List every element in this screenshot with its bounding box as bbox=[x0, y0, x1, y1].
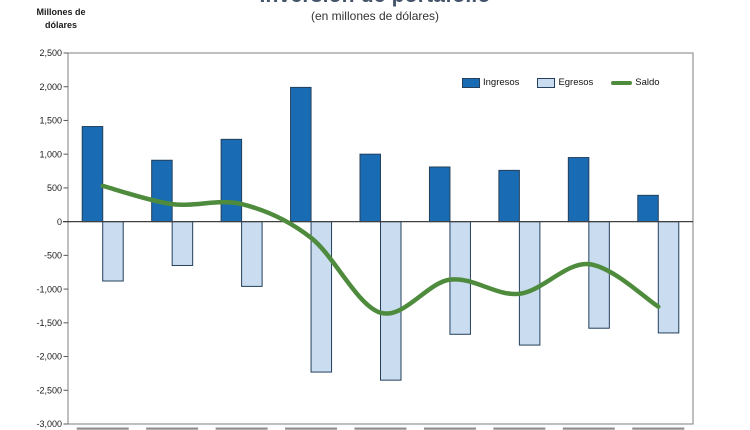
ingresos-bar bbox=[290, 86, 312, 223]
y-tick-label: 500 bbox=[47, 183, 62, 193]
x-label-cut-row bbox=[285, 427, 338, 430]
y-axis-unit-line1: Millones de bbox=[36, 7, 86, 17]
x-label-cut-row bbox=[354, 427, 407, 430]
y-tick-label: -1,500 bbox=[36, 318, 62, 328]
egresos-bar bbox=[380, 221, 402, 381]
y-tick-label: 2,500 bbox=[39, 48, 62, 58]
ingresos-bar bbox=[151, 159, 173, 223]
legend-label-saldo: Saldo bbox=[635, 77, 660, 88]
x-label-cut-row bbox=[562, 427, 615, 430]
ingresos-bar bbox=[428, 166, 451, 223]
chart-subtitle: (en millones de dólares) bbox=[310, 9, 440, 23]
ingresos-bar bbox=[81, 126, 104, 223]
ingresos-swatch-icon bbox=[462, 77, 480, 88]
y-axis-unit-label: Millones de dólares bbox=[33, 6, 89, 32]
y-tick-label: 0 bbox=[57, 217, 62, 227]
egresos-bar bbox=[518, 221, 541, 346]
chart-title: Inversión de portafolio bbox=[0, 0, 750, 8]
ingresos-bar bbox=[498, 169, 520, 223]
x-label-cut-row bbox=[632, 427, 685, 430]
x-label-cut-row bbox=[76, 427, 129, 430]
y-tick-label: 2,000 bbox=[39, 82, 62, 92]
ingresos-bar bbox=[359, 153, 381, 223]
legend-label-egresos: Egresos bbox=[558, 77, 594, 88]
y-tick-label: -3,000 bbox=[36, 419, 62, 429]
legend-item-egresos: Egresos bbox=[537, 77, 593, 88]
y-tick-label: -500 bbox=[44, 251, 62, 261]
y-axis-unit-line2: dólares bbox=[44, 20, 77, 31]
x-label-cut-row bbox=[423, 427, 476, 430]
y-tick-label: -1,000 bbox=[36, 284, 62, 294]
saldo-line bbox=[100, 183, 661, 316]
egresos-bar bbox=[588, 221, 610, 329]
egresos-bar bbox=[657, 221, 680, 334]
y-tick-label: -2,000 bbox=[36, 352, 62, 362]
y-tick-label: 1,000 bbox=[39, 149, 62, 159]
legend-label-ingresos: Ingresos bbox=[483, 77, 520, 88]
legend-item-saldo: Saldo bbox=[611, 77, 660, 88]
chart-legend: Ingresos Egresos Saldo bbox=[462, 77, 660, 88]
y-tick-label: 1,500 bbox=[39, 116, 62, 126]
legend-item-ingresos: Ingresos bbox=[462, 77, 519, 88]
ingresos-bar bbox=[220, 138, 243, 223]
egresos-bar bbox=[171, 221, 194, 266]
egresos-bar bbox=[102, 221, 124, 282]
egresos-swatch-icon bbox=[537, 77, 556, 88]
x-label-cut-row bbox=[215, 427, 268, 430]
x-label-cut-row bbox=[146, 427, 199, 430]
ingresos-bar bbox=[637, 194, 659, 223]
ingresos-bar bbox=[567, 157, 590, 223]
x-label-cut-row bbox=[493, 427, 546, 430]
saldo-line-swatch-icon bbox=[611, 80, 633, 85]
y-tick-label: -2,500 bbox=[36, 385, 62, 395]
egresos-bar bbox=[241, 221, 263, 287]
egresos-bar bbox=[310, 221, 333, 373]
